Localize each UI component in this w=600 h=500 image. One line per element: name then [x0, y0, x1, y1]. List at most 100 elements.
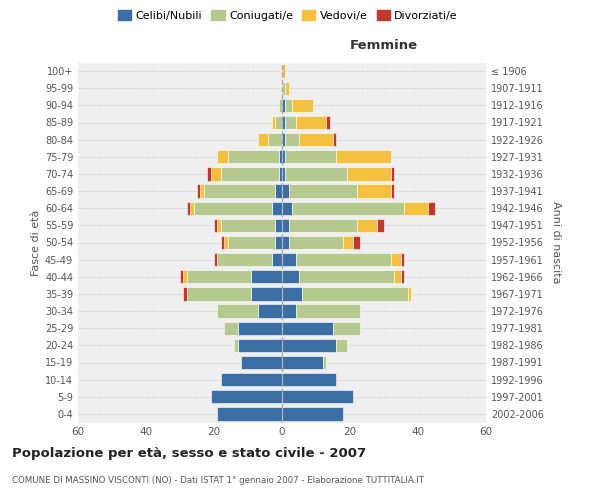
Bar: [217, 407, 282, 420]
Bar: [282, 98, 286, 112]
Bar: [221, 167, 278, 180]
Bar: [357, 184, 391, 198]
Bar: [275, 184, 282, 198]
Bar: [227, 236, 275, 249]
Bar: [251, 270, 282, 283]
Bar: [217, 253, 272, 266]
Bar: [296, 116, 326, 129]
Bar: [394, 270, 401, 283]
Bar: [286, 98, 292, 112]
Text: Popolazione per età, sesso e stato civile - 2007: Popolazione per età, sesso e stato civil…: [12, 448, 366, 460]
Bar: [282, 338, 337, 352]
Bar: [214, 253, 217, 266]
Bar: [282, 322, 333, 335]
Bar: [235, 338, 238, 352]
Bar: [272, 116, 275, 129]
Bar: [282, 287, 302, 300]
Bar: [184, 287, 187, 300]
Bar: [282, 407, 343, 420]
Bar: [227, 150, 278, 164]
Bar: [299, 133, 333, 146]
Bar: [187, 270, 251, 283]
Bar: [187, 202, 190, 215]
Bar: [357, 218, 377, 232]
Bar: [187, 287, 251, 300]
Bar: [282, 390, 353, 404]
Bar: [286, 82, 289, 95]
Y-axis label: Fasce di età: Fasce di età: [31, 210, 41, 276]
Bar: [289, 236, 343, 249]
Bar: [282, 82, 286, 95]
Bar: [282, 218, 289, 232]
Bar: [221, 236, 224, 249]
Bar: [282, 236, 289, 249]
Bar: [286, 167, 347, 180]
Bar: [275, 218, 282, 232]
Bar: [241, 356, 282, 369]
Bar: [214, 218, 217, 232]
Bar: [224, 322, 238, 335]
Bar: [391, 167, 394, 180]
Bar: [272, 253, 282, 266]
Bar: [286, 150, 337, 164]
Bar: [197, 184, 200, 198]
Bar: [337, 338, 347, 352]
Bar: [282, 270, 299, 283]
Bar: [353, 236, 360, 249]
Bar: [207, 167, 211, 180]
Bar: [333, 133, 337, 146]
Bar: [391, 184, 394, 198]
Bar: [217, 218, 221, 232]
Bar: [282, 304, 296, 318]
Bar: [282, 167, 286, 180]
Bar: [377, 218, 384, 232]
Bar: [401, 253, 404, 266]
Bar: [289, 184, 357, 198]
Bar: [251, 287, 282, 300]
Bar: [200, 184, 204, 198]
Bar: [211, 167, 221, 180]
Bar: [278, 167, 282, 180]
Bar: [404, 202, 428, 215]
Bar: [224, 236, 227, 249]
Bar: [221, 218, 275, 232]
Bar: [296, 304, 360, 318]
Y-axis label: Anni di nascita: Anni di nascita: [551, 201, 560, 284]
Bar: [211, 390, 282, 404]
Bar: [204, 184, 275, 198]
Bar: [286, 133, 299, 146]
Bar: [238, 338, 282, 352]
Bar: [184, 270, 187, 283]
Bar: [401, 270, 404, 283]
Bar: [296, 253, 391, 266]
Bar: [292, 98, 313, 112]
Text: Maschi: Maschi: [0, 38, 2, 52]
Bar: [217, 304, 258, 318]
Bar: [180, 270, 184, 283]
Bar: [286, 116, 296, 129]
Bar: [326, 116, 329, 129]
Bar: [282, 184, 289, 198]
Bar: [337, 150, 391, 164]
Bar: [282, 133, 286, 146]
Bar: [282, 150, 286, 164]
Bar: [292, 202, 404, 215]
Bar: [333, 322, 360, 335]
Bar: [302, 287, 408, 300]
Bar: [278, 150, 282, 164]
Bar: [428, 202, 435, 215]
Bar: [282, 64, 286, 78]
Legend: Celibi/Nubili, Coniugati/e, Vedovi/e, Divorziati/e: Celibi/Nubili, Coniugati/e, Vedovi/e, Di…: [113, 6, 463, 25]
Bar: [282, 116, 286, 129]
Bar: [282, 373, 337, 386]
Bar: [258, 304, 282, 318]
Bar: [190, 202, 194, 215]
Bar: [258, 133, 268, 146]
Bar: [282, 202, 292, 215]
Bar: [238, 322, 282, 335]
Text: COMUNE DI MASSINO VISCONTI (NO) - Dati ISTAT 1° gennaio 2007 - Elaborazione TUTT: COMUNE DI MASSINO VISCONTI (NO) - Dati I…: [12, 476, 424, 485]
Bar: [278, 98, 282, 112]
Bar: [343, 236, 353, 249]
Bar: [299, 270, 394, 283]
Bar: [268, 133, 282, 146]
